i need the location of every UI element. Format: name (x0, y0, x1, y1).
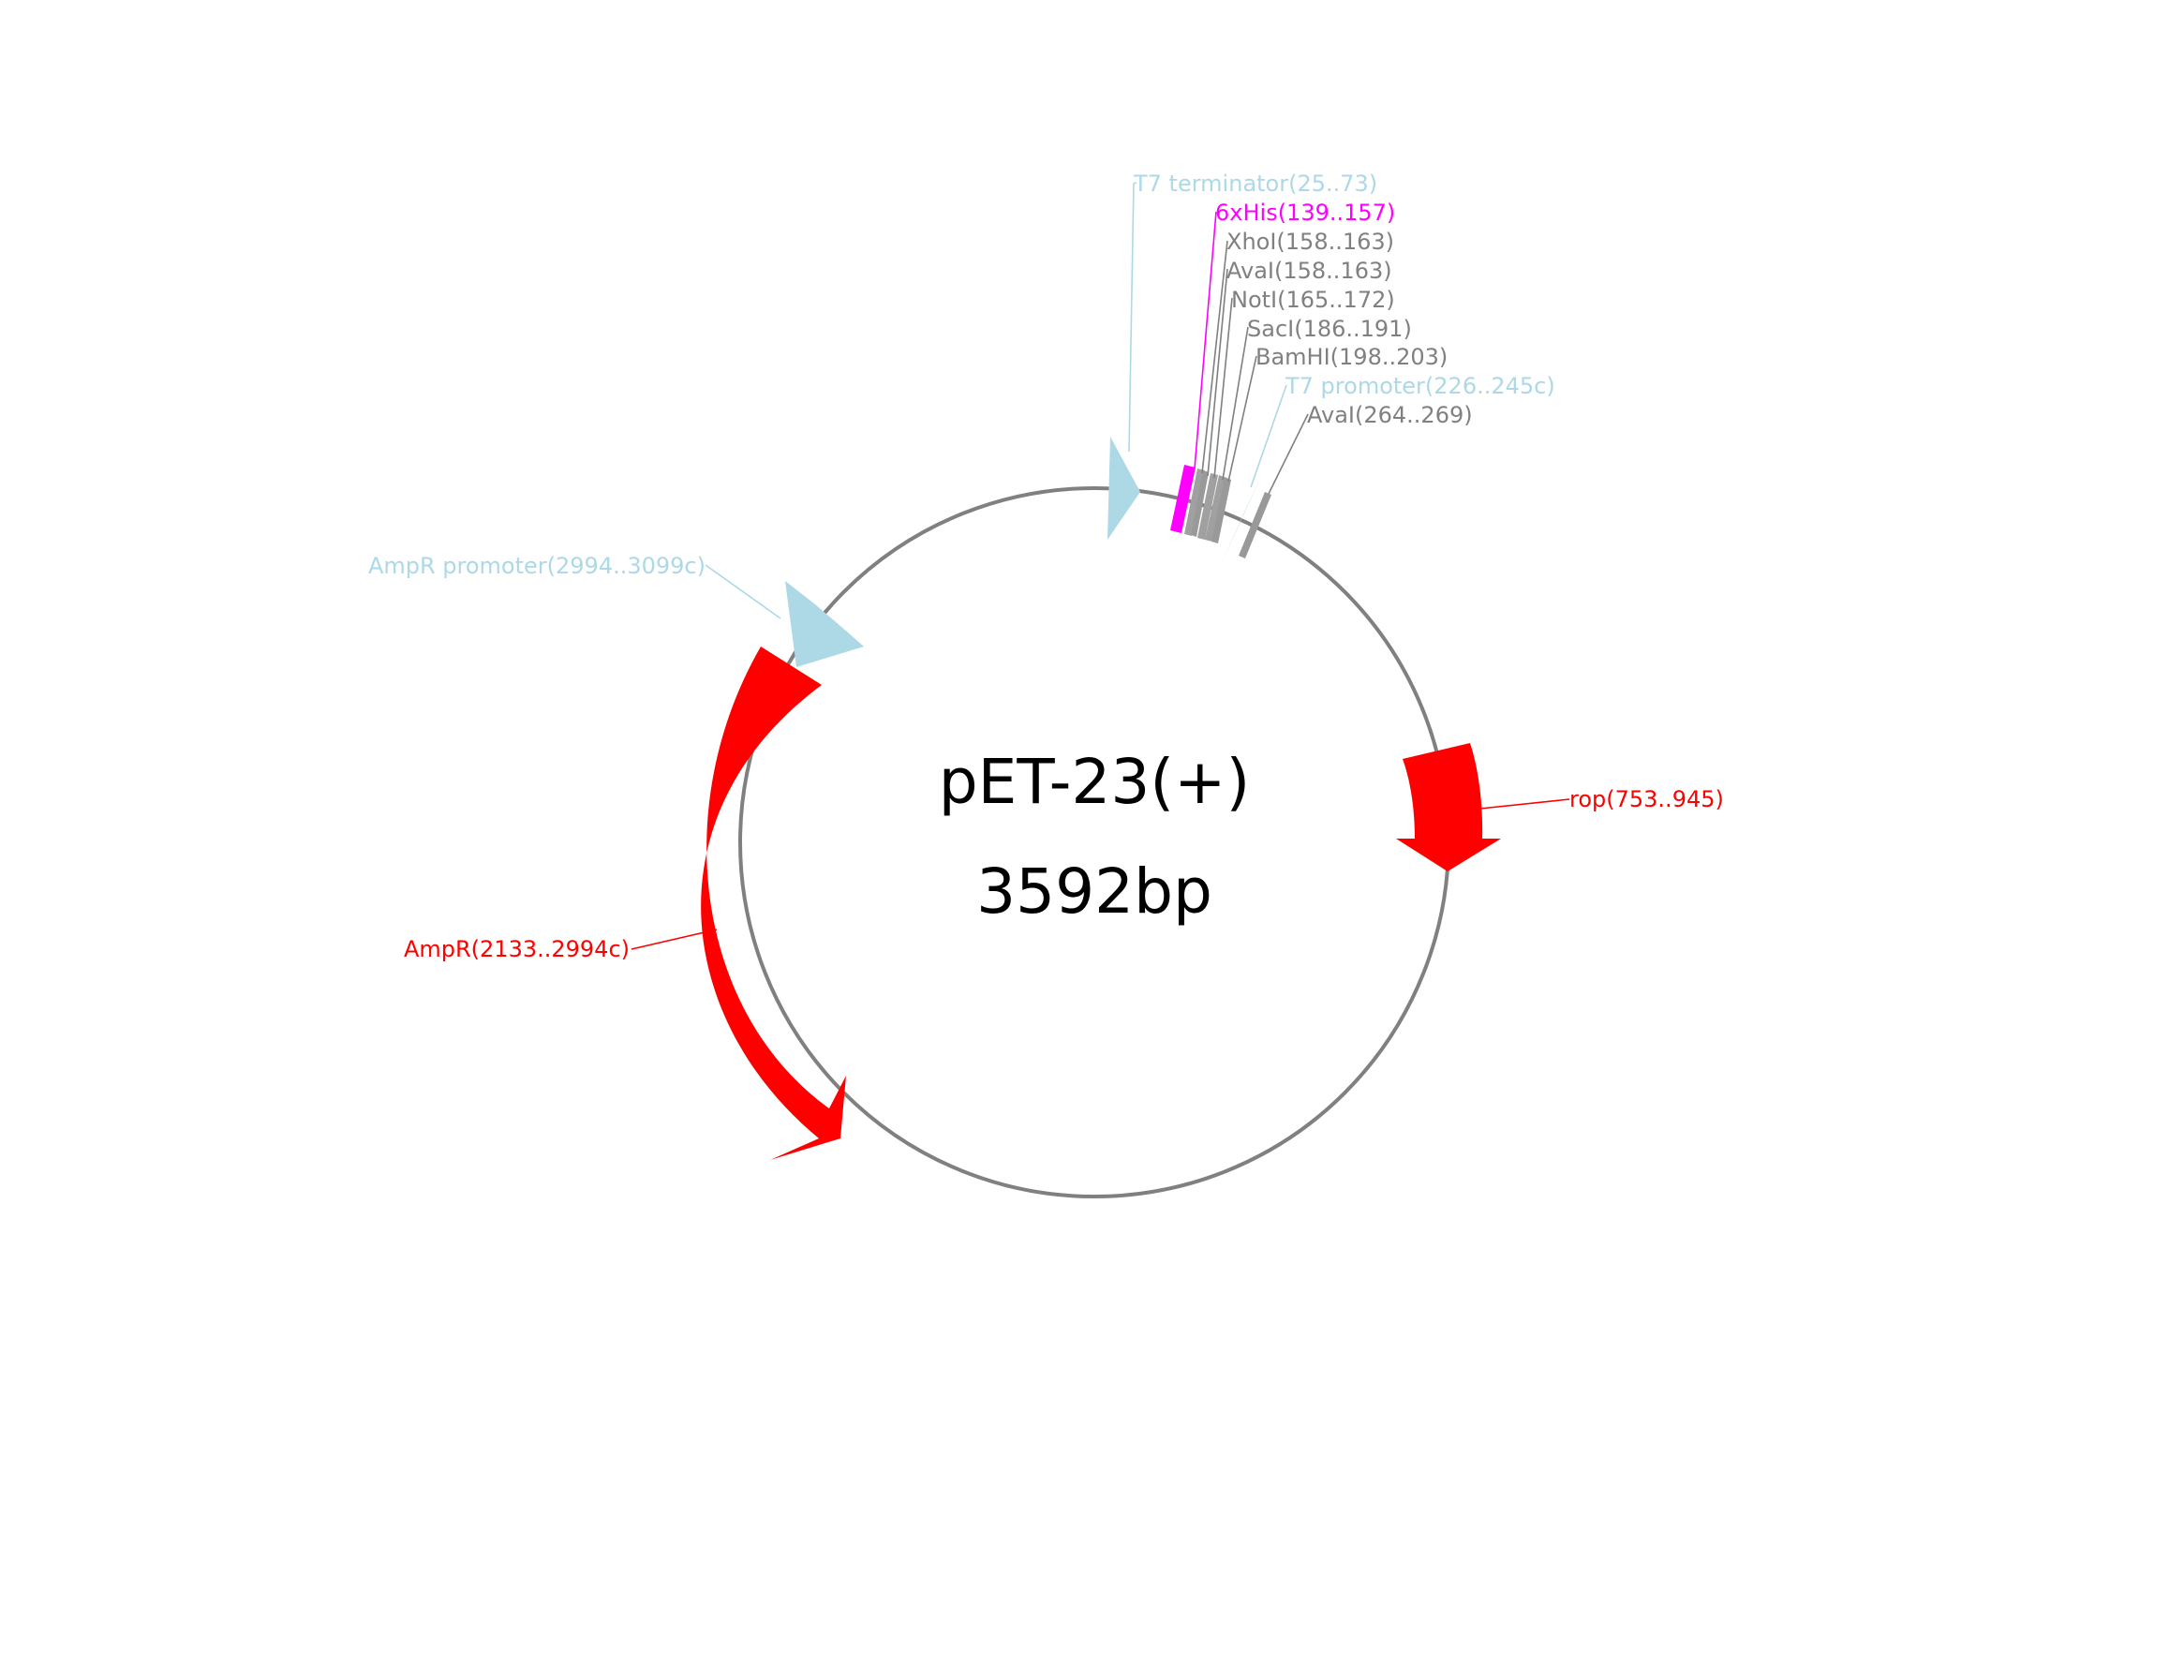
his-tag-leader (1194, 211, 1217, 469)
label-xhoi: XhoI(158..163) (1226, 229, 1394, 255)
plasmid-size: 3592bp (976, 855, 1212, 928)
avai-second-leader (1268, 413, 1309, 495)
t7-promoter-leader (1250, 384, 1287, 488)
label-avai-second: AvaI(264..269) (1307, 402, 1473, 428)
label-ampr-promoter: AmpR promoter(2994..3099c) (368, 553, 706, 579)
label-rop: rop(753..945) (1569, 786, 1724, 812)
plasmid-backbone (738, 486, 1450, 1198)
feature-labels: T7 terminator(25..73) 6xHis(139..157) Xh… (368, 171, 1724, 962)
restriction-site-markers (1184, 468, 1271, 558)
t7-terminator-leader (1128, 182, 1137, 453)
saci-leader (1222, 326, 1249, 481)
label-t7-terminator: T7 terminator(25..73) (1133, 171, 1377, 197)
label-his-tag: 6xHis(139..157) (1215, 200, 1395, 226)
rop-feature-arrow (1396, 743, 1501, 871)
avai-leader (1207, 268, 1228, 477)
label-leader-lines (631, 182, 1570, 950)
saci-site-marker (1205, 475, 1226, 542)
t7-terminator-feature-arrow (1107, 437, 1140, 540)
label-avai: AvaI(158..163) (1226, 258, 1392, 284)
his-tag-feature-block (1170, 465, 1196, 533)
ampr-promoter-feature-arrow (785, 581, 864, 667)
ampr-feature-arrow (701, 647, 846, 1160)
xhoi-leader (1201, 240, 1228, 474)
noti-site-marker (1197, 473, 1218, 540)
ampr-leader (631, 929, 718, 950)
label-noti: NotI(165..172) (1231, 287, 1395, 313)
t7-promoter-feature-arrow (1220, 472, 1263, 567)
bamhi-leader (1227, 355, 1257, 483)
noti-leader (1213, 297, 1233, 479)
avai-second-site-marker (1239, 492, 1271, 558)
xhoi-site-marker (1184, 468, 1205, 536)
plasmid-name: pET-23(+) (939, 746, 1250, 818)
label-t7-promoter: T7 promoter(226..245c) (1285, 373, 1555, 399)
rop-leader (1479, 798, 1570, 810)
bamhi-site-marker (1211, 477, 1231, 543)
ampr-promoter-leader (705, 564, 781, 619)
label-ampr: AmpR(2133..2994c) (404, 936, 630, 962)
avai-site-marker (1191, 470, 1209, 537)
label-saci: SacI(186..191) (1247, 316, 1412, 342)
label-bamhi: BamHI(198..203) (1255, 344, 1448, 370)
